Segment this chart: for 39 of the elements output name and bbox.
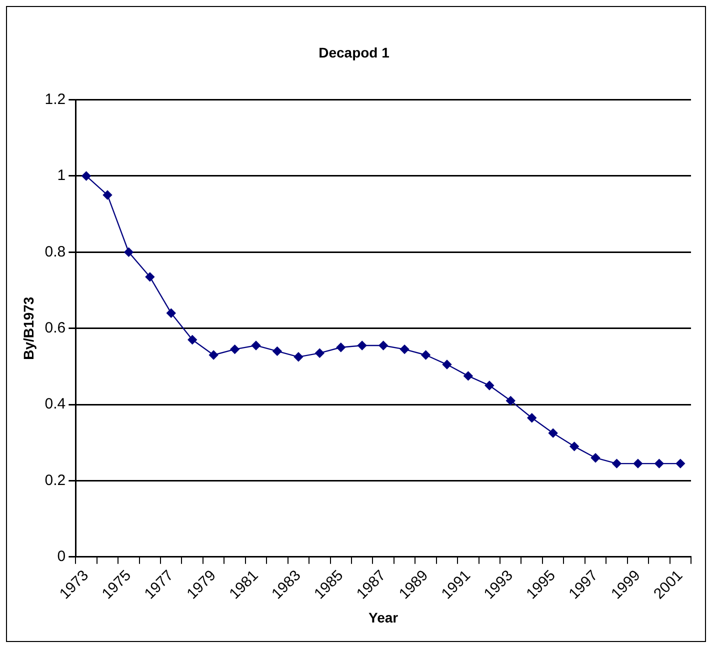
y-tick-label: 0.8 <box>44 243 66 260</box>
y-tick-label: 0.2 <box>44 472 66 489</box>
y-tick-label: 0.6 <box>44 319 66 336</box>
point <box>421 350 430 360</box>
y-tick-label: 1 <box>57 167 66 184</box>
point <box>506 396 516 406</box>
point <box>336 342 346 352</box>
point <box>82 171 91 181</box>
point <box>315 348 324 358</box>
x-axis-title: Year <box>368 609 399 626</box>
point <box>251 340 261 350</box>
point <box>145 272 155 282</box>
point <box>527 413 536 422</box>
point <box>358 340 367 350</box>
point <box>102 190 112 200</box>
y-tick-label: 1.2 <box>44 90 66 108</box>
point <box>272 346 282 356</box>
point <box>230 344 240 354</box>
point <box>570 442 579 452</box>
point <box>188 335 197 344</box>
point <box>442 360 452 370</box>
point <box>654 458 664 468</box>
point <box>166 308 176 318</box>
y-tick-label: 0 <box>57 548 66 566</box>
point <box>294 352 304 362</box>
point <box>208 350 218 360</box>
point <box>400 344 410 354</box>
point <box>124 248 134 257</box>
point <box>612 458 622 468</box>
chart-title: Decapod 1 <box>318 44 390 60</box>
point <box>378 340 388 350</box>
y-tick-label: 0.4 <box>44 396 66 413</box>
point <box>633 458 643 468</box>
point <box>548 428 558 438</box>
point <box>484 380 494 390</box>
y-axis-title: By/B1973 <box>20 296 36 360</box>
point <box>676 458 685 468</box>
point <box>590 453 600 462</box>
point <box>464 371 473 381</box>
